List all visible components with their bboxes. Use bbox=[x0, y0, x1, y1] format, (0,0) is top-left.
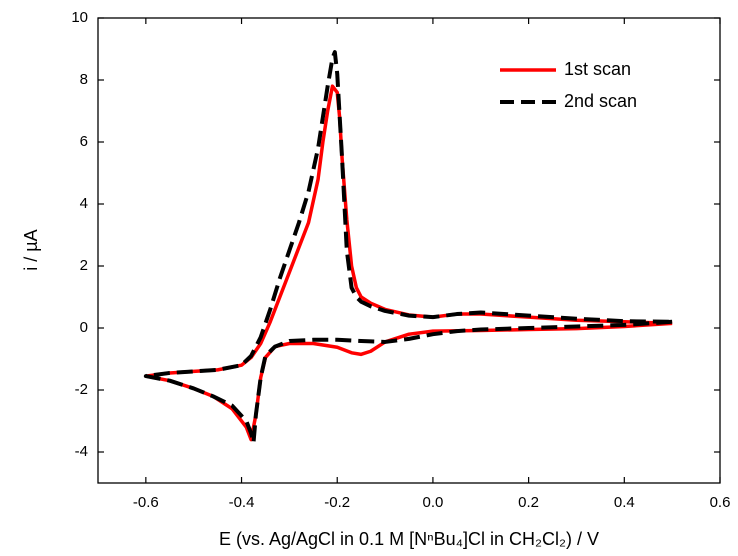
x-tick-label: 0.0 bbox=[422, 494, 443, 511]
y-tick-label: 8 bbox=[80, 71, 88, 88]
y-tick-label: -4 bbox=[75, 443, 88, 460]
y-axis-title: i / µA bbox=[21, 229, 41, 270]
y-tick-label: 6 bbox=[80, 133, 88, 150]
x-tick-label: -0.2 bbox=[324, 494, 350, 511]
legend-label: 1st scan bbox=[564, 59, 631, 79]
x-tick-label: 0.6 bbox=[710, 494, 731, 511]
x-tick-label: 0.4 bbox=[614, 494, 635, 511]
x-tick-label: -0.4 bbox=[229, 494, 255, 511]
x-tick-label: -0.6 bbox=[133, 494, 159, 511]
plot-frame bbox=[97, 17, 721, 484]
series-line bbox=[143, 50, 673, 445]
y-tick-label: 4 bbox=[80, 195, 88, 212]
legend-label: 2nd scan bbox=[564, 91, 637, 111]
x-axis-title: E (vs. Ag/AgCl in 0.1 M [NⁿBu₄]Cl in CH₂… bbox=[219, 529, 599, 549]
series-line bbox=[144, 84, 673, 442]
y-tick-label: -2 bbox=[75, 381, 88, 398]
y-tick-label: 2 bbox=[80, 257, 88, 274]
x-tick-label: 0.2 bbox=[518, 494, 539, 511]
y-tick-label: 10 bbox=[71, 9, 88, 26]
y-tick-label: 0 bbox=[80, 319, 88, 336]
